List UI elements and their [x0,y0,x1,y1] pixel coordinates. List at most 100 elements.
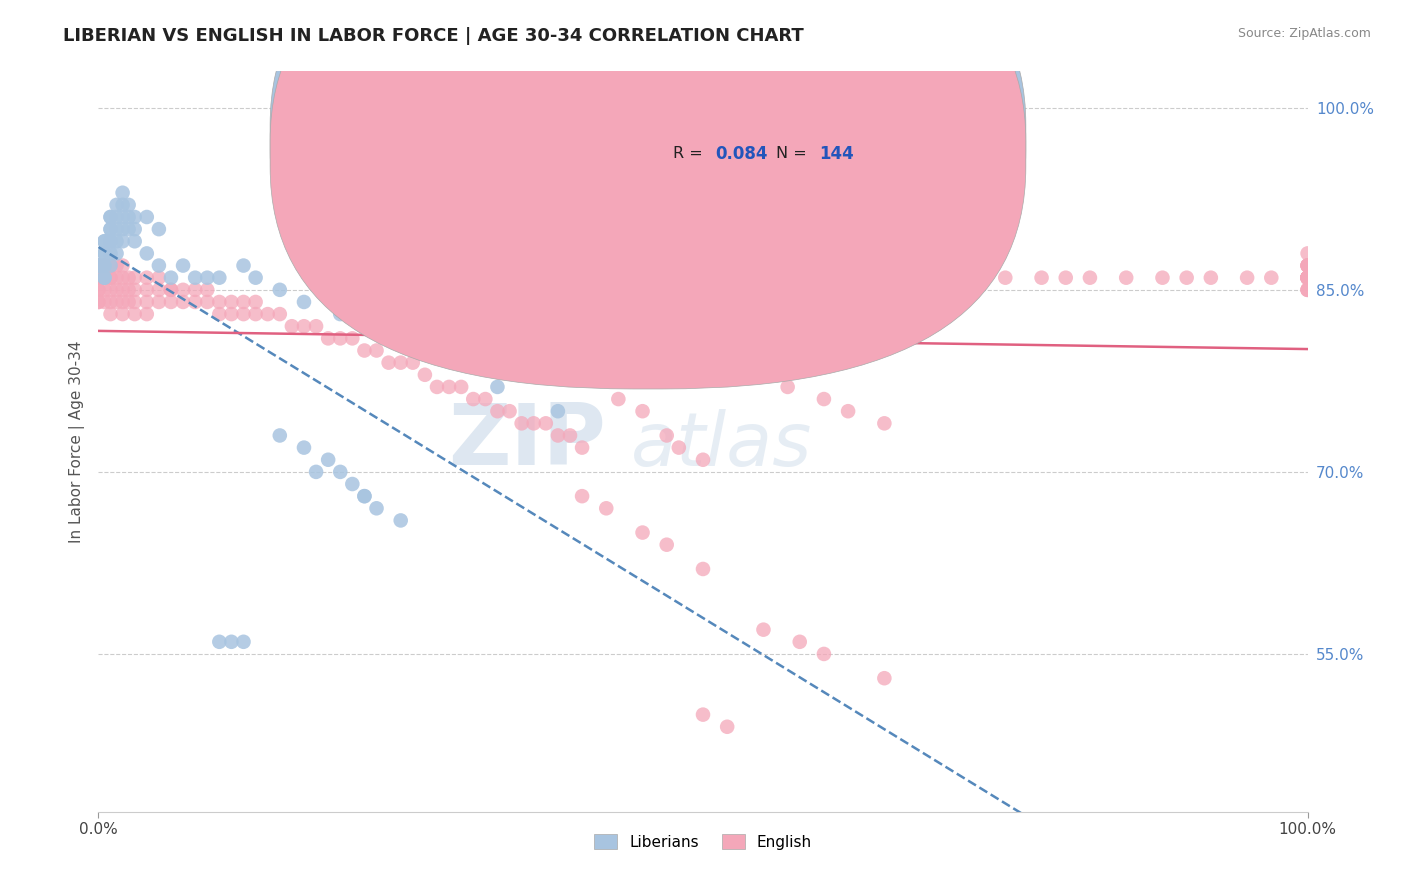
Point [292,441,315,455]
Text: 0.084: 0.084 [716,145,768,163]
Point [1152,270,1174,285]
Point [118,295,141,310]
Point [716,720,738,734]
Point [87,259,110,273]
Point [87,259,110,273]
Point [994,270,1017,285]
Point [305,465,328,479]
Point [208,307,231,321]
Point [486,380,509,394]
Point [87,259,110,273]
FancyBboxPatch shape [270,0,1026,389]
Point [1296,270,1319,285]
Point [1175,270,1198,285]
Point [105,259,128,273]
Point [208,295,231,310]
Point [124,234,146,248]
Point [124,210,146,224]
Point [342,477,364,491]
Point [87,259,110,273]
Text: N =: N = [776,130,811,145]
Point [87,270,110,285]
Point [837,404,859,418]
Text: 0.009: 0.009 [716,128,768,146]
Point [105,295,128,310]
Legend: Liberians, English: Liberians, English [588,828,818,856]
Point [463,392,485,406]
Point [631,404,654,418]
Point [595,501,617,516]
Point [93,270,115,285]
Text: R =: R = [673,146,707,161]
Point [93,270,115,285]
Point [93,259,115,273]
Point [1054,270,1077,285]
Point [413,368,436,382]
Point [100,234,122,248]
Point [195,270,218,285]
Point [1296,270,1319,285]
Point [135,283,157,297]
Point [100,270,122,285]
FancyBboxPatch shape [619,109,879,178]
Point [957,270,980,285]
Point [692,707,714,722]
Point [474,392,496,406]
Point [111,295,134,310]
Point [329,331,352,345]
Point [1296,270,1319,285]
Point [184,270,207,285]
Point [148,259,170,273]
Point [148,222,170,236]
Point [124,270,146,285]
Point [316,452,339,467]
Text: R =: R = [673,130,707,145]
Point [221,635,243,649]
Point [111,210,134,224]
Point [1296,283,1319,297]
Point [221,307,243,321]
Point [195,295,218,310]
Point [1296,270,1319,285]
Point [668,441,690,455]
Point [87,283,110,297]
Point [1296,259,1319,273]
Point [316,331,339,345]
Point [184,283,207,297]
Point [93,259,115,273]
Point [402,356,425,370]
Point [510,417,533,431]
Point [366,343,388,358]
Point [221,295,243,310]
Point [232,259,254,273]
Point [160,295,183,310]
Point [100,295,122,310]
Point [100,270,122,285]
Point [232,295,254,310]
Point [426,380,449,394]
Text: 144: 144 [820,145,853,163]
Point [172,295,194,310]
Point [100,222,122,236]
Point [111,283,134,297]
Point [118,210,141,224]
Point [1296,270,1319,285]
Point [342,331,364,345]
Point [1296,259,1319,273]
Point [93,283,115,297]
Point [135,270,157,285]
Point [353,343,375,358]
Point [100,234,122,248]
Point [873,417,896,431]
Point [118,198,141,212]
Point [118,283,141,297]
Point [776,380,799,394]
Point [160,270,183,285]
Point [366,501,388,516]
Point [1199,270,1222,285]
Point [124,307,146,321]
Point [292,295,315,310]
Point [87,259,110,273]
Point [631,525,654,540]
Point [534,417,557,431]
